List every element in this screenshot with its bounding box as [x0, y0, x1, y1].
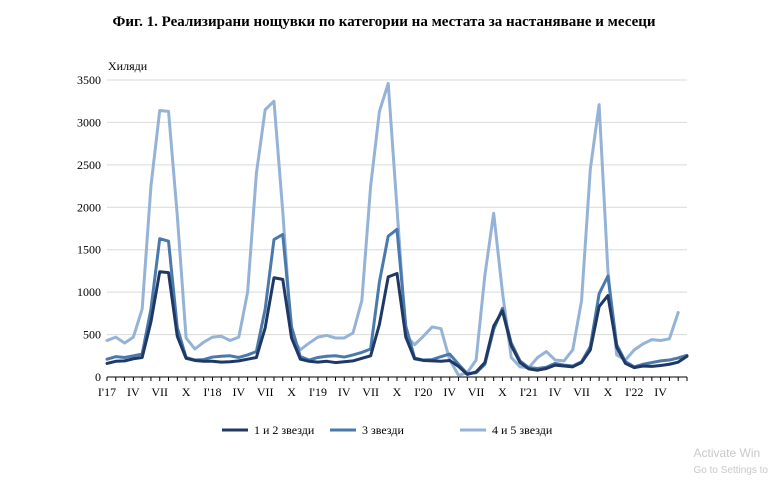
y-tick-label: 0 [95, 370, 101, 384]
y-tick-label: 2500 [77, 158, 101, 172]
y-tick-label: 500 [83, 328, 101, 342]
x-tick-label: I'18 [203, 385, 221, 399]
x-tick-label: IV [443, 385, 456, 399]
legend: 1 и 2 звезди 3 звезди 4 и 5 звезди [222, 423, 553, 437]
x-tick-label: IV [127, 385, 140, 399]
y-axis-ticks: 0 500 1000 1500 2000 2500 3000 3500 [77, 73, 101, 384]
chart-title: Фиг. 1. Реализирани нощувки по категории… [112, 14, 656, 30]
legend-label: 4 и 5 звезди [492, 423, 553, 437]
axes [106, 376, 688, 381]
series-line-1-2-stars [105, 270, 689, 376]
x-tick-label: X [604, 385, 613, 399]
y-tick-label: 1500 [77, 243, 101, 257]
x-axis-ticks: I'17 IV VII X I'18 IV VII X I'19 IV VII X I'20 IV VII X… [98, 385, 667, 399]
x-tick-label: VII [257, 385, 274, 399]
x-tick-label: VII [573, 385, 590, 399]
x-tick-label: IV [338, 385, 351, 399]
windows-activation-watermark: Activate Win Go to Settings to [694, 445, 768, 479]
y-tick-label: 2000 [77, 200, 101, 214]
series-line-4-5-stars [105, 81, 680, 377]
watermark-line-2: Go to Settings to [693, 465, 768, 476]
x-tick-label: I'19 [309, 385, 327, 399]
series-line-3-stars [105, 227, 689, 376]
x-tick-label: IV [232, 385, 245, 399]
x-tick-label: X [182, 385, 191, 399]
x-tick-label: VII [362, 385, 379, 399]
y-axis-label: Хиляди [108, 59, 148, 73]
y-tick-label: 1000 [77, 285, 101, 299]
x-tick-label: IV [654, 385, 667, 399]
legend-label: 1 и 2 звезди [254, 423, 315, 437]
x-tick-label: VII [468, 385, 485, 399]
x-tick-label: VII [151, 385, 168, 399]
x-tick-label: I'22 [625, 385, 643, 399]
y-tick-label: 3000 [77, 115, 101, 129]
x-tick-label: I'17 [98, 385, 116, 399]
x-tick-label: X [393, 385, 402, 399]
x-tick-label: I'21 [520, 385, 538, 399]
watermark-line-1: Activate Win [693, 446, 761, 460]
x-tick-label: IV [549, 385, 562, 399]
x-tick-label: X [498, 385, 507, 399]
y-tick-label: 3500 [77, 73, 101, 87]
x-tick-label: X [287, 385, 296, 399]
x-tick-label: I'20 [414, 385, 432, 399]
legend-label: 3 звезди [362, 423, 404, 437]
series-lines [105, 81, 689, 377]
